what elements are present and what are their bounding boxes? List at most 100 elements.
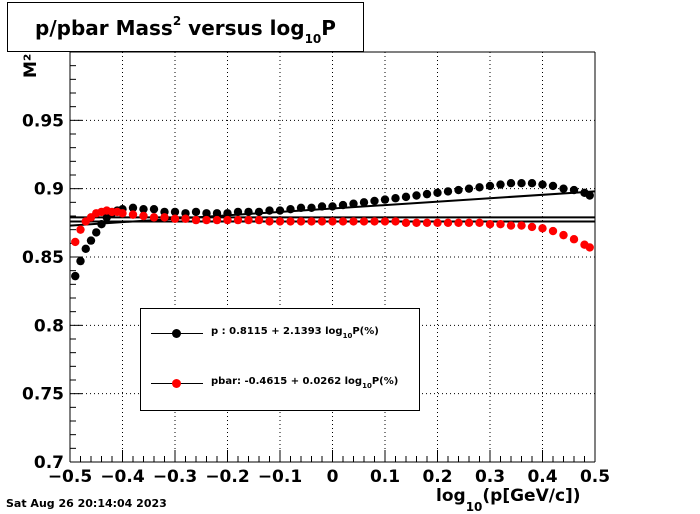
data-point-p bbox=[212, 209, 222, 218]
data-point-pbar bbox=[517, 221, 526, 230]
data-point-pbar bbox=[485, 220, 495, 229]
x-tick-label: 0.3 bbox=[475, 467, 505, 487]
timestamp: Sat Aug 26 20:14:04 2023 bbox=[6, 497, 167, 510]
data-point-pbar bbox=[317, 217, 327, 226]
data-point-pbar bbox=[128, 210, 138, 219]
data-point-pbar bbox=[160, 213, 169, 222]
y-tick-label: 0.85 bbox=[22, 248, 64, 268]
data-point-pbar bbox=[454, 218, 463, 228]
x-tick-label: −0.3 bbox=[153, 467, 197, 487]
data-point-p bbox=[548, 181, 558, 191]
data-point-pbar bbox=[559, 230, 568, 240]
data-point-pbar bbox=[254, 215, 264, 225]
data-point-p bbox=[81, 244, 90, 253]
x-tick-label: 0 bbox=[327, 467, 339, 487]
data-point-pbar bbox=[391, 217, 400, 226]
data-point-p bbox=[265, 206, 274, 215]
legend-label-p: p : 0.8115 + 2.1393 log10P(%) bbox=[211, 326, 379, 340]
data-point-pbar bbox=[412, 218, 421, 228]
data-point-pbar bbox=[275, 217, 285, 226]
x-tick-label: −0.1 bbox=[258, 467, 302, 487]
data-point-p bbox=[244, 207, 253, 217]
x-tick-label: 0.4 bbox=[527, 467, 557, 487]
data-point-pbar bbox=[422, 218, 432, 228]
data-point-p bbox=[359, 198, 369, 207]
x-tick-label: −0.4 bbox=[100, 467, 145, 487]
data-point-p bbox=[71, 271, 80, 281]
title-text-end: P bbox=[321, 16, 336, 40]
data-point-p bbox=[559, 184, 568, 193]
y-tick-label: 0.7 bbox=[34, 453, 64, 473]
data-point-pbar bbox=[118, 209, 127, 218]
data-point-pbar bbox=[569, 235, 579, 244]
data-point-p bbox=[380, 195, 390, 204]
data-point-p bbox=[496, 180, 505, 189]
data-point-pbar bbox=[223, 215, 232, 225]
data-point-p bbox=[86, 236, 96, 245]
data-point-pbar bbox=[496, 220, 505, 229]
data-point-p bbox=[139, 204, 148, 214]
data-point-pbar bbox=[538, 224, 547, 233]
data-point-pbar bbox=[433, 218, 442, 228]
data-point-pbar bbox=[338, 217, 348, 226]
y-tick-label: 0.8 bbox=[34, 316, 64, 336]
data-point-pbar bbox=[244, 215, 253, 225]
x-tick-label: −0.2 bbox=[205, 467, 249, 487]
data-point-p bbox=[296, 203, 306, 212]
data-point-pbar bbox=[328, 217, 337, 226]
data-point-p bbox=[170, 207, 180, 217]
data-point-p bbox=[485, 181, 495, 191]
data-point-p bbox=[97, 220, 106, 229]
x-tick-label: 0.2 bbox=[422, 467, 452, 487]
x-axis-title: log10(p[GeV/c]) bbox=[436, 486, 581, 514]
data-point-p bbox=[275, 206, 285, 215]
data-point-pbar bbox=[380, 217, 390, 226]
data-point-p bbox=[349, 199, 358, 208]
data-point-p bbox=[569, 185, 579, 195]
data-point-p bbox=[317, 202, 327, 211]
y-tick-label: 0.95 bbox=[22, 111, 64, 131]
data-point-pbar bbox=[527, 222, 537, 232]
data-point-p bbox=[370, 196, 379, 206]
data-point-p bbox=[286, 204, 295, 214]
data-point-pbar bbox=[506, 221, 516, 230]
data-point-pbar bbox=[464, 218, 474, 228]
data-point-p bbox=[328, 202, 337, 211]
data-point-pbar bbox=[585, 243, 594, 252]
x-tick-label: 0.5 bbox=[580, 467, 610, 487]
data-point-p bbox=[527, 179, 537, 188]
title-text-middle: versus log bbox=[181, 16, 305, 40]
data-point-pbar bbox=[76, 225, 85, 234]
data-point-p bbox=[433, 188, 442, 197]
data-point-p bbox=[517, 179, 526, 188]
data-point-p bbox=[191, 207, 201, 217]
legend-entry-p: p : 0.8115 + 2.1393 log10P(%) bbox=[149, 324, 419, 344]
legend: p : 0.8115 + 2.1393 log10P(%) pbar: -0.4… bbox=[140, 308, 420, 411]
legend-marker-p bbox=[172, 329, 181, 338]
data-point-p bbox=[76, 256, 85, 266]
data-point-p bbox=[223, 209, 232, 218]
data-point-pbar bbox=[181, 214, 190, 223]
y-axis-title: M² bbox=[21, 54, 41, 78]
data-point-pbar bbox=[71, 237, 80, 247]
data-point-p bbox=[422, 189, 432, 199]
data-point-pbar bbox=[370, 217, 379, 226]
data-point-pbar bbox=[149, 213, 159, 222]
data-point-p bbox=[538, 180, 547, 189]
data-point-pbar bbox=[212, 215, 222, 225]
data-point-pbar bbox=[475, 218, 484, 228]
data-point-pbar bbox=[170, 214, 180, 223]
legend-marker-pbar bbox=[172, 379, 181, 388]
data-point-pbar bbox=[401, 218, 411, 228]
title-text: p/pbar Mass bbox=[35, 16, 173, 40]
data-point-pbar bbox=[286, 217, 295, 226]
data-point-pbar bbox=[191, 215, 201, 225]
y-tick-label: 0.9 bbox=[34, 180, 64, 200]
data-point-pbar bbox=[202, 215, 211, 225]
data-point-p bbox=[506, 179, 516, 188]
x-tick-label: 0.1 bbox=[370, 467, 400, 487]
data-point-p bbox=[233, 207, 243, 217]
data-point-p bbox=[92, 228, 101, 237]
data-point-pbar bbox=[307, 217, 316, 226]
title-subscript: 10 bbox=[304, 32, 322, 46]
